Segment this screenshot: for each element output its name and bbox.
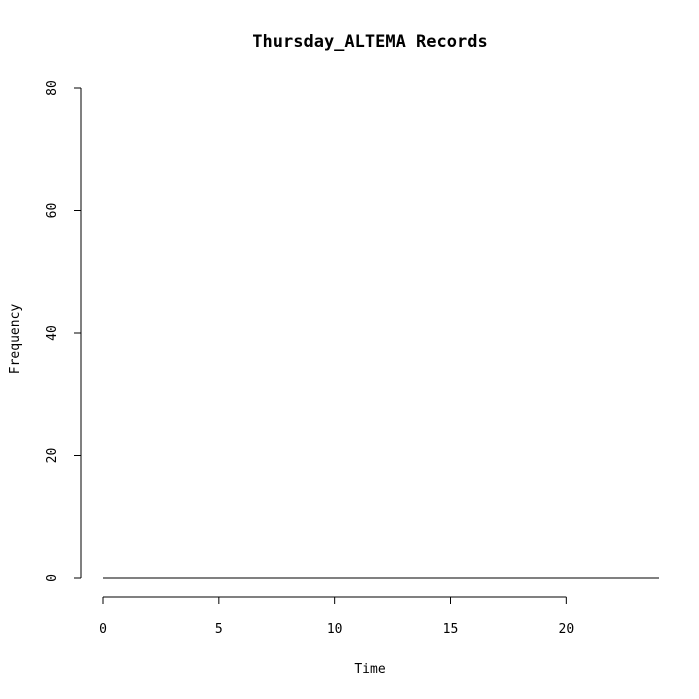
x-tick-label: 5 bbox=[215, 622, 223, 637]
x-tick-label: 0 bbox=[99, 622, 107, 637]
chart-title: Thursday_ALTEMA Records bbox=[252, 32, 487, 52]
x-axis-label: Time bbox=[354, 662, 385, 677]
x-tick-label: 15 bbox=[443, 622, 459, 637]
y-tick-label: 0 bbox=[45, 574, 60, 582]
x-tick-label: 20 bbox=[559, 622, 575, 637]
x-axis: 0 5 10 15 20 bbox=[99, 596, 575, 637]
y-tick-label: 20 bbox=[45, 448, 60, 464]
y-tick-label: 40 bbox=[45, 325, 60, 341]
y-axis-label: Frequency bbox=[8, 304, 23, 375]
x-tick-label: 10 bbox=[327, 622, 343, 637]
y-tick-label: 80 bbox=[45, 80, 60, 96]
y-tick-label: 60 bbox=[45, 203, 60, 219]
y-axis: 0 20 40 60 80 bbox=[45, 80, 82, 582]
